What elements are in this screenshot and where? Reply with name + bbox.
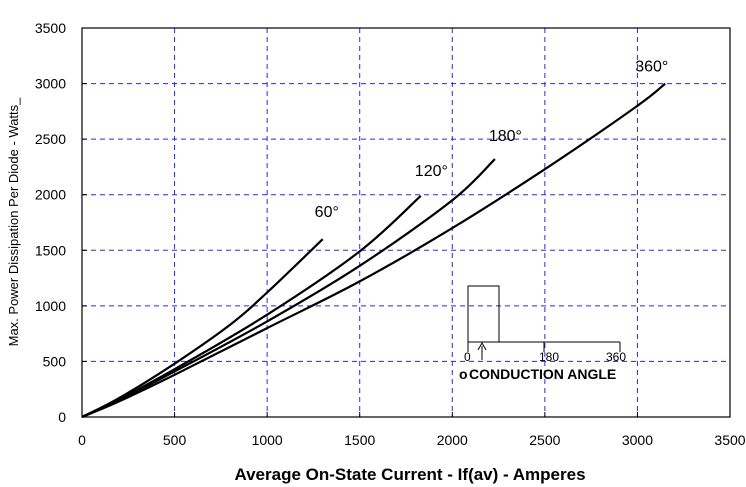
x-tick-label-7: 3500 <box>714 432 745 448</box>
x-tick-label-2: 1000 <box>252 432 283 448</box>
inset-tick-label-2: 360 <box>606 350 626 364</box>
y-tick-label-5: 2500 <box>35 131 66 147</box>
x-tick-label-5: 2500 <box>529 432 560 448</box>
y-tick-label-1: 500 <box>43 353 67 369</box>
series-labels: 60° 120° 180° 360° <box>315 59 669 222</box>
x-axis-label: Average On-State Current - If(av) - Ampe… <box>234 465 585 484</box>
y-tick-label-3: 1500 <box>35 242 66 258</box>
x-tick-label-0: 0 <box>78 432 86 448</box>
y-tick-label-2: 1000 <box>35 298 66 314</box>
y-tick-label-6: 3000 <box>35 76 66 92</box>
inset-title: CONDUCTION ANGLE <box>469 366 616 382</box>
y-axis-ticks: 0 500 1000 1500 2000 2500 3000 3500 <box>35 20 87 425</box>
inset-tick-label-0: 0 <box>464 350 471 364</box>
x-axis-ticks: 0 500 1000 1500 2000 2500 3000 3500 <box>78 412 746 448</box>
series-group <box>81 82 666 419</box>
series-line-2 <box>81 158 496 419</box>
inset-tick-label-1: 180 <box>539 350 559 364</box>
inset-arrow-head <box>477 341 487 351</box>
plot-frame <box>81 27 731 418</box>
series-label-3: 360° <box>635 59 668 76</box>
grid <box>82 28 730 417</box>
y-tick-label-7: 3500 <box>35 20 66 36</box>
conduction-angle-inset: 0 180 360 o CONDUCTION ANGLE <box>459 285 626 382</box>
y-axis-label: Max. Power Dissipation Per Diode - Watts… <box>6 97 21 347</box>
series-label-2: 180° <box>489 128 522 145</box>
x-tick-label-1: 500 <box>163 432 187 448</box>
y-tick-label-4: 2000 <box>35 187 66 203</box>
y-tick-label-0: 0 <box>58 409 66 425</box>
x-tick-label-6: 3000 <box>622 432 653 448</box>
series-label-0: 60° <box>315 204 339 221</box>
series-label-1: 120° <box>415 163 448 180</box>
series-line-3 <box>81 82 666 419</box>
inset-degree-marker: o <box>459 366 468 382</box>
x-tick-label-3: 1500 <box>344 432 375 448</box>
x-tick-label-4: 2000 <box>437 432 468 448</box>
